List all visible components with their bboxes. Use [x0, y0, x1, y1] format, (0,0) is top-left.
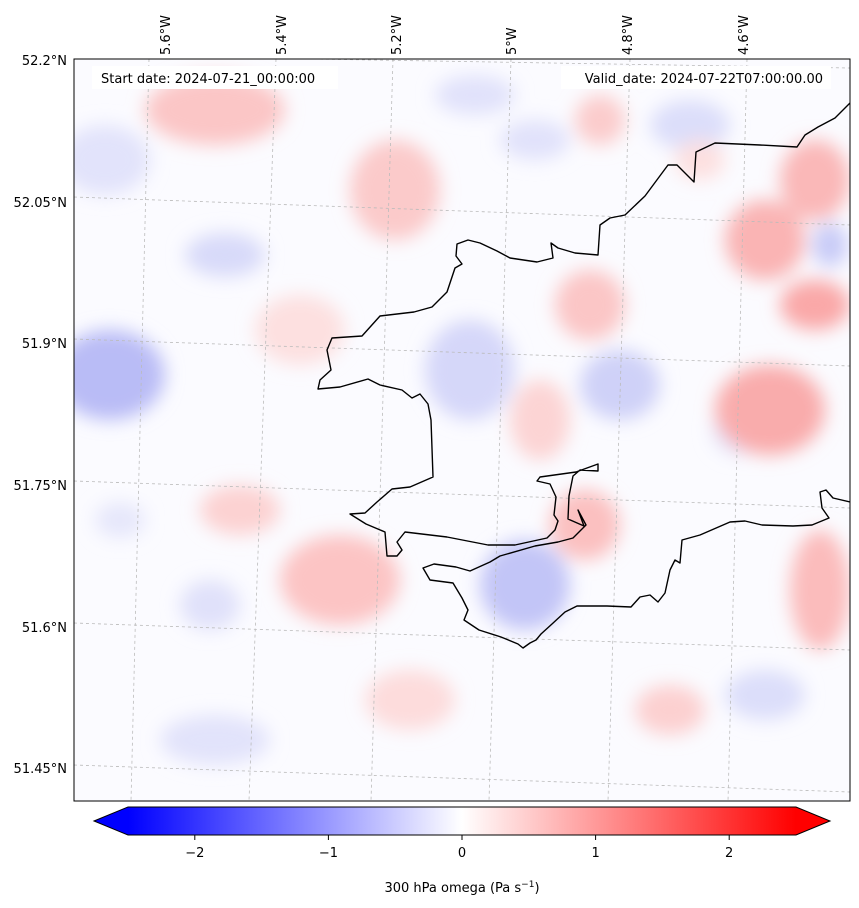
blob	[95, 502, 145, 538]
blob	[365, 670, 455, 730]
lon-label: 5.2°W	[390, 15, 405, 55]
blob	[555, 270, 625, 340]
colorbar-tick-label: −2	[185, 846, 204, 861]
colorbar-ticks: −2 −1 0 1 2	[185, 835, 733, 861]
lon-label: 5.4°W	[275, 15, 290, 55]
blob	[725, 200, 805, 280]
lat-label: 52.05°N	[14, 196, 67, 211]
colorbar-ramp	[128, 807, 796, 835]
colorbar: −2 −1 0 1 2 300 hPa omega (Pa s−1)	[92, 806, 832, 896]
colorbar-tick-label: 2	[725, 846, 733, 861]
blob	[160, 715, 270, 765]
lon-label: 4.8°W	[621, 15, 636, 55]
blob	[255, 295, 345, 365]
graticule	[74, 59, 850, 801]
blob	[635, 685, 705, 735]
start-date-label: Start date: 2024-07-21_00:00:00	[101, 72, 315, 87]
colorbar-title: 300 hPa omega (Pa s−1)	[384, 880, 539, 896]
blob	[74, 330, 165, 420]
lat-label: 51.45°N	[14, 762, 67, 777]
lat-label: 51.6°N	[22, 621, 67, 636]
meridian	[370, 59, 394, 801]
blob	[145, 75, 285, 145]
coastline	[317, 102, 850, 649]
lon-label: 4.6°W	[737, 15, 752, 55]
blob	[200, 485, 280, 535]
blob	[185, 233, 265, 277]
meridian	[130, 59, 150, 801]
blob	[725, 670, 805, 720]
colorbar-low-extension	[94, 807, 128, 835]
meridian	[607, 59, 631, 801]
blob	[715, 365, 825, 455]
blob	[425, 320, 515, 420]
blob	[550, 490, 620, 560]
blob	[790, 530, 850, 650]
blob	[575, 95, 625, 145]
colorbar-tick-label: 0	[458, 846, 466, 861]
meridian	[488, 59, 512, 801]
blob	[675, 140, 725, 180]
colorbar-tick-label: 1	[591, 846, 599, 861]
lon-label: 5°W	[505, 27, 520, 55]
blob	[480, 540, 570, 630]
lat-label: 51.9°N	[22, 337, 67, 352]
blob	[780, 140, 850, 220]
blob	[350, 140, 440, 240]
omega-field	[74, 59, 850, 801]
blob	[74, 125, 150, 195]
valid-date-label: Valid_date: 2024-07-22T07:00:00.00	[585, 72, 823, 87]
lat-label: 51.75°N	[14, 479, 67, 494]
start-date-box	[92, 66, 338, 89]
longitude-labels: 5.6°W 5.4°W 5.2°W 5°W 4.8°W 4.6°W	[159, 15, 752, 55]
blob	[435, 75, 515, 115]
map-frame	[73, 58, 851, 802]
meridian	[248, 59, 277, 801]
lon-label: 5.6°W	[159, 15, 174, 55]
blob	[180, 580, 240, 630]
blob	[780, 280, 850, 330]
lat-label: 52.2°N	[22, 54, 67, 69]
colorbar-high-extension	[796, 807, 830, 835]
colorbar-outline	[92, 806, 832, 836]
blob	[812, 223, 848, 267]
meridian	[727, 59, 748, 801]
blob	[510, 380, 570, 460]
field-blobs	[74, 75, 850, 765]
colorbar-tick-label: −1	[319, 846, 338, 861]
latitude-labels: 52.2°N 52.05°N 51.9°N 51.75°N 51.6°N 51.…	[14, 54, 67, 777]
valid-date-box	[561, 66, 831, 89]
blob	[280, 535, 400, 625]
blob	[650, 100, 730, 150]
blob	[500, 120, 570, 160]
